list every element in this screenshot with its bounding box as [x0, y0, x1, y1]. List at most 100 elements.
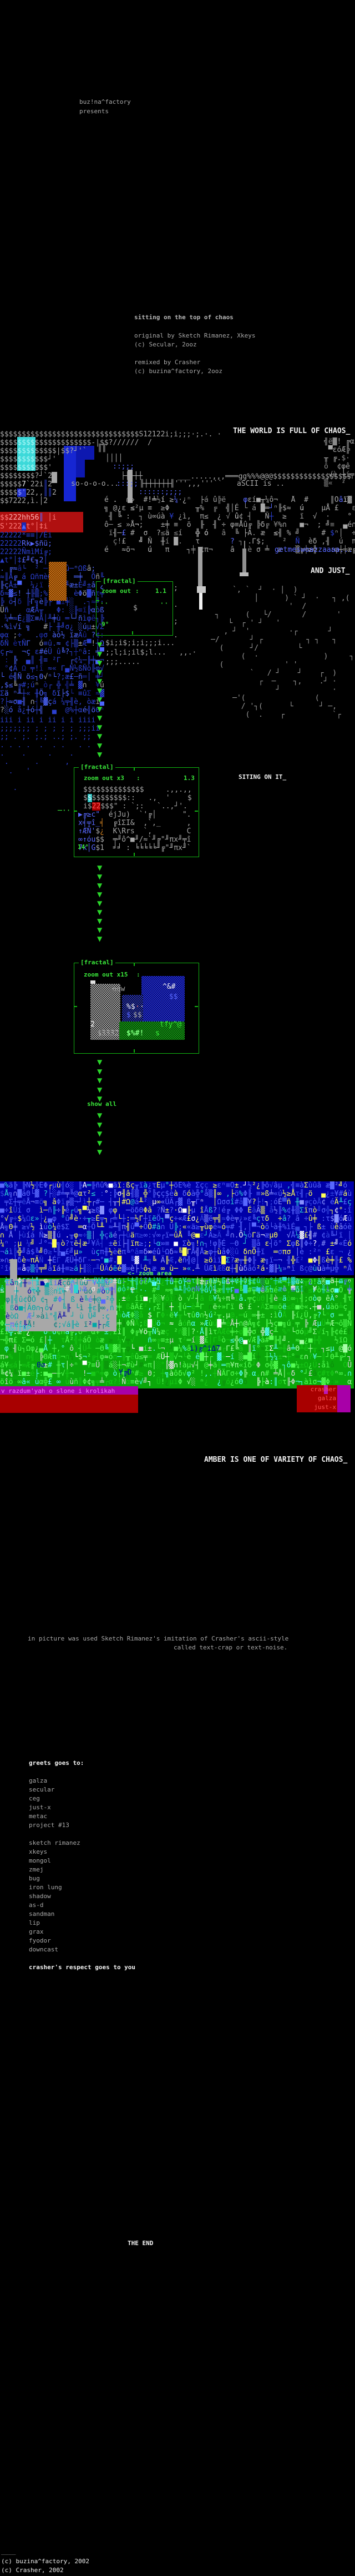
fractal-box-1: [fractal] zoom out : 1.1 $ 9° — [96, 577, 173, 636]
greets-item: ceg — [29, 1795, 40, 1802]
gray-bar-foot — [197, 586, 206, 593]
art-text: ;;l;i;il$;l... ,,.· — [105, 648, 197, 657]
greets-item: secular — [29, 1786, 55, 1793]
intro-presents: presents — [79, 108, 109, 115]
header-amber: AMBER IS ONE OF VARIETY OF CHAOS_ — [204, 1456, 348, 1464]
art-line: $$222hh56║ │i — [0, 514, 57, 522]
greets-item: shadow — [29, 1893, 51, 1900]
art-line: $$$$$$$$$$$$$$ .,,.,, — [83, 786, 192, 794]
credit-remix: remixed by Crasher — [134, 359, 201, 366]
down-arrow-icon: ▼ — [97, 1148, 103, 1156]
greets-list-1: galza secular ceg just-x metac project #13 — [29, 1777, 69, 1830]
down-arrow-icon: ▼ — [97, 1111, 103, 1119]
greets-item: grax — [29, 1928, 44, 1935]
mid-gray-noise: é . ∩» #!╧½í ≥¼·¿ⁿ ├á û╠ë φεí■╥¼ô¬ Å # ║… — [104, 496, 355, 554]
art-text: eqw — [112, 985, 125, 993]
fractal-box-label: [fractal] — [79, 763, 115, 771]
art-text: ::;;; — [113, 462, 135, 471]
quote-text: v razdum'yah o slone i krolikah — [1, 1387, 115, 1395]
fractal-zoom-field: zoom out x15 — [84, 971, 128, 978]
strip-name: galza — [317, 1395, 336, 1402]
header-world: THE WORLD IS FULL OF CHAOS_ — [233, 427, 351, 435]
art-text: . — [174, 631, 178, 640]
art-line: ▲t°│‡£╜€╖2│ — [0, 556, 48, 565]
intro-studio: buz!na^factory — [79, 98, 131, 105]
box3-blue — [141, 976, 185, 1022]
art-text: q&J║BP — [5, 1325, 31, 1333]
down-arrow-icon: ▼ — [97, 899, 103, 907]
art-text: ; — [174, 584, 178, 592]
cyan-block — [17, 437, 36, 471]
footer-rule: ____ — [1, 2548, 16, 2555]
down-arrow-icon: ▼ — [97, 686, 103, 695]
art-line: . ' — [0, 767, 31, 776]
art-line: 22222ÑmìMí╔; — [0, 548, 52, 556]
art-line: 22222*≡≡│/Éi — [0, 531, 52, 540]
right-col-noise: ╣ë█! ╔α ▀εóÆ╠ ╥ ╔.$· ô ¢φê √è ┼í╤ ▒« ² — [324, 437, 354, 487]
greets-item: sketch rimanez — [29, 1839, 80, 1847]
art-text: ___.....,,,═══gg%%%@@@$$$$$$$$$$$$$$$$$$ — [178, 472, 352, 481]
gray-bar-stem — [244, 541, 245, 549]
gray-box: Σâπ╫╫» í■▄îíÆçôñ┤ùÖ ¥╬▒ú ╪ óτ╬ ▒░∩ï╤ áⁿú… — [6, 1279, 116, 1331]
art-line: x╡╤î_╡ ╔îΣI& ,`,_ , — [78, 819, 191, 827]
down-arrow-icon: ▼ — [97, 641, 103, 648]
strip-name: crasher — [310, 1386, 336, 1393]
art-line: $$$$$$$$$$$$$$$$$$$$$$$$$$$$$$$$S12122i;… — [0, 430, 222, 439]
gray-strip — [128, 470, 133, 503]
fractal-colon: : — [136, 971, 140, 978]
art-line: . . , — [0, 758, 70, 766]
art-text: ─·· — [58, 807, 71, 815]
art-text: · — [140, 1003, 144, 1011]
tick — [74, 1006, 77, 1007]
down-arrow-icon: ▼ — [97, 714, 103, 722]
art-line: $$$$$$$$$$:: ., ' $ — [83, 794, 192, 802]
greets-header: greets goes to: — [29, 1759, 84, 1767]
gray-strip — [52, 472, 57, 483]
tick — [134, 1049, 135, 1053]
greets-item: galza — [29, 1777, 48, 1784]
art-text: so-o-o-o... — [71, 480, 119, 488]
tick — [132, 631, 133, 635]
fractal-colon: : — [136, 774, 140, 782]
art-line: ▶╔≥c" éjJu) `'╔│ ". — [78, 811, 191, 819]
credit-original-c: (c) Secular, 2ooz — [134, 341, 197, 348]
art-text: 0∅ — [37, 1361, 45, 1370]
graybox-notch — [10, 1259, 17, 1279]
tick — [96, 600, 99, 601]
box3-gray — [90, 984, 120, 1040]
credit-remix-c: (c) buzina^factory, 2ooz — [134, 368, 222, 375]
art-text: ·· — [160, 600, 169, 608]
art-line: i$22$$$" : `;: `..,┘'. — [83, 802, 187, 811]
gray-bar — [242, 549, 246, 574]
art-line: S'222▲t°│‡i — [0, 522, 48, 531]
down-arrow-icon: ▼ — [97, 751, 103, 758]
down-arrow-icon: ▼ — [97, 1139, 103, 1147]
down-arrow-icon: ▼ — [97, 890, 103, 898]
art-text: ║║ — [98, 444, 106, 452]
art-text: ::::::;;;; — [139, 488, 182, 496]
greets-item: metac — [29, 1813, 48, 1820]
greets-item: fyodor — [29, 1937, 51, 1944]
down-arrow-icon: ▼ — [97, 1076, 103, 1084]
box3-blue — [122, 995, 143, 1022]
fractal-box-label: [fractal] — [79, 959, 115, 967]
greets-item: xkeys — [29, 1848, 48, 1855]
blue-blob — [64, 446, 76, 501]
fractal-zoom-value: 1.3 — [184, 774, 195, 782]
art-text: $i;i$;i;i;;;i... — [105, 639, 175, 647]
down-arrow-icon: ▼ — [97, 917, 103, 925]
down-arrow-icon: ▼ — [97, 659, 103, 667]
strip-name: just-x — [314, 1403, 336, 1411]
down-arrow-icon: ▼ — [97, 908, 103, 916]
art-line: 7k│G$1 ╛╛ : ╘╘╘╘╘╜╔"╜πx╜` — [78, 844, 191, 852]
art-text: ╟┼┼┼┼┼┼╢''',,,'''`` — [140, 480, 222, 488]
down-arrow-icon: ▼ — [97, 935, 103, 943]
fractal-box-label: [fractal] — [101, 577, 138, 585]
footer-copyright-1: (c) buzina^factory, 2002 — [1, 2558, 89, 2565]
art-text: ^&# — [163, 983, 176, 991]
down-arrow-icon: ▼ — [97, 926, 103, 934]
down-arrow-icon: ▼ — [97, 677, 103, 685]
art-line: . . . . . . . . . — [0, 741, 92, 749]
down-arrow-icon: ▼ — [97, 1085, 103, 1094]
